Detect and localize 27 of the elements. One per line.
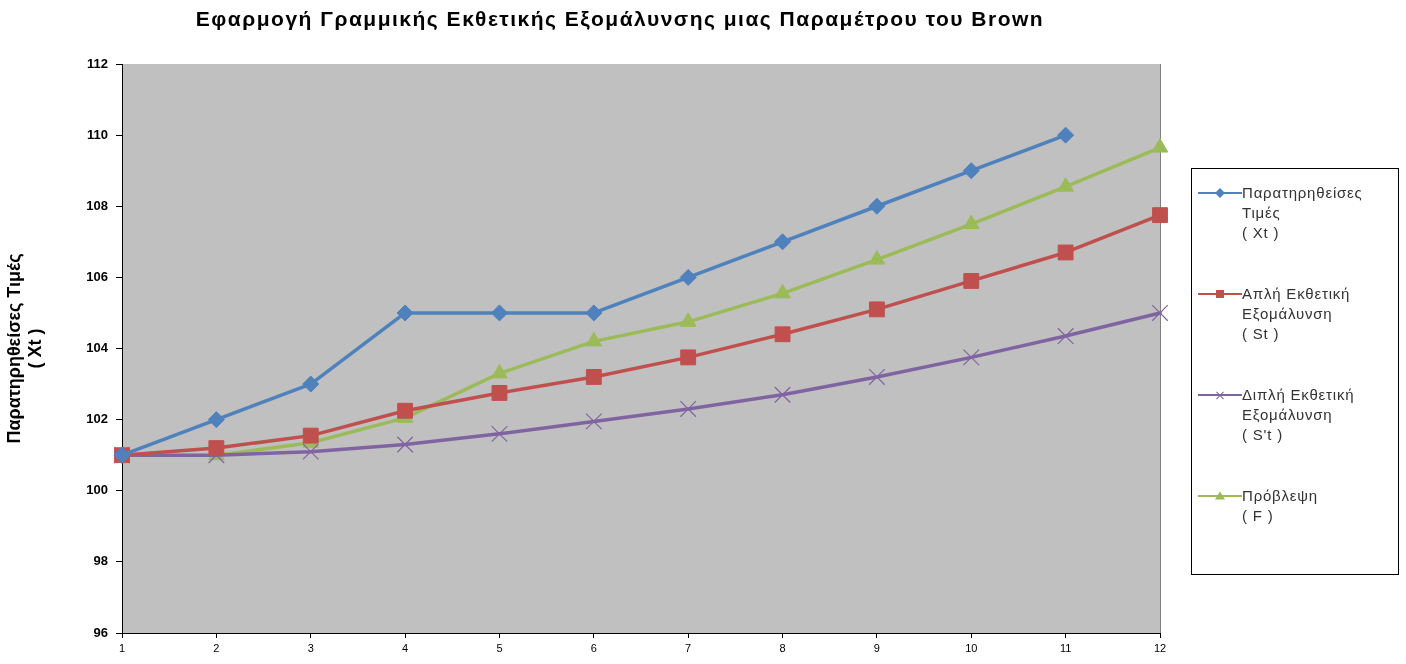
x-tick-label: 7	[685, 641, 692, 654]
chart-title: Εφαρμογή Γραμμικής Εκθετικής Εξομάλυνσης μιας Παραμέτρου του Brown	[194, 7, 1046, 31]
x-tick-label: 5	[496, 641, 503, 654]
x-tick-label: 4	[402, 641, 409, 654]
x-tick-label: 10	[965, 641, 978, 654]
legend-label: Διπλή Εκθετική Εξομάλυνση ( S't )	[1242, 385, 1356, 445]
x-tick-label: 3	[307, 641, 314, 654]
x-tick-label: 2	[213, 641, 220, 654]
y-tick-label: 112	[87, 55, 108, 71]
y-tick-label: 110	[87, 126, 108, 142]
x-tick-label: 6	[590, 641, 597, 654]
y-tick-label: 100	[86, 482, 108, 498]
y-tick-label: 108	[86, 197, 108, 213]
x-tick-label: 8	[779, 641, 786, 654]
y-tick-label: 96	[93, 624, 108, 640]
y-tick-label: 106	[86, 268, 108, 284]
y-tick-label: 104	[86, 340, 109, 356]
y-axis-title: Παρατηρηθείσες Τιμές ( Xt )	[3, 253, 46, 444]
x-tick-label: 9	[873, 641, 880, 654]
y-tick-label: 98	[93, 553, 108, 569]
x-tick-label: 12	[1153, 641, 1167, 654]
x-tick-label: 11	[1059, 641, 1072, 654]
x-tick-label: 1	[118, 641, 126, 654]
legend-label: Πρόβλεψη ( F )	[1242, 486, 1319, 526]
legend-label: Παρατηρηθείσες Τιμές ( Xt )	[1242, 183, 1364, 243]
y-tick-label: 102	[86, 411, 108, 427]
legend-label: Απλή Εκθετική Εξομάλυνση ( St )	[1242, 284, 1352, 344]
